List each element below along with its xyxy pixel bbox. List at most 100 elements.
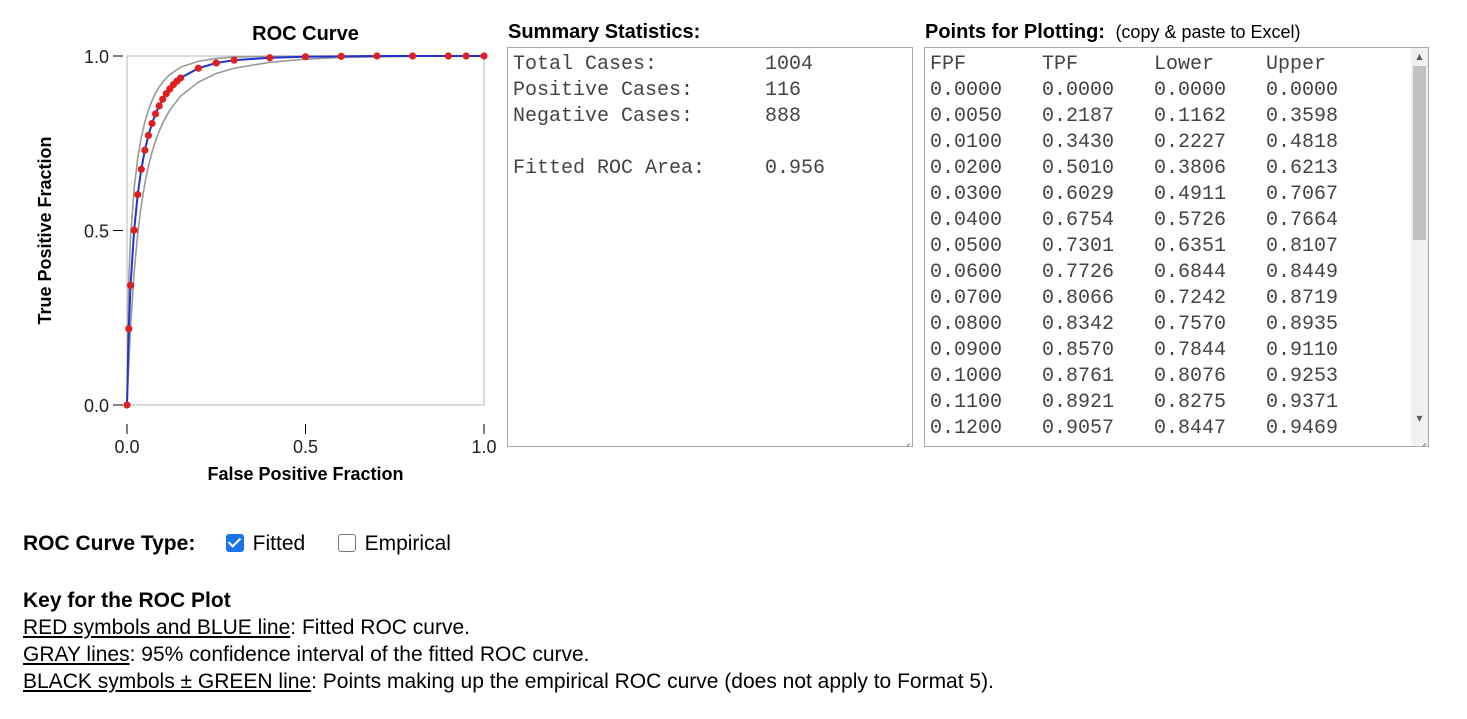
table-cell: 0.3430: [1042, 131, 1115, 154]
table-cell: 0.1200: [930, 417, 1003, 440]
fitted-label[interactable]: Fitted: [252, 532, 306, 555]
fitted-roc-point: [151, 110, 160, 118]
fitted-roc-point: [123, 401, 131, 409]
resize-grip-icon[interactable]: [1416, 434, 1426, 444]
chart-title: ROC Curve: [252, 23, 359, 45]
points-textarea[interactable]: FPF TPF Lower Upper 0.0000 0.0000 0.0000 0.0000…: [924, 47, 1429, 447]
table-cell: 0.8076: [1154, 365, 1227, 388]
table-cell: 0.1162: [1154, 105, 1227, 128]
resize-grip-icon[interactable]: [900, 434, 910, 444]
fitted-roc-line: [126, 55, 484, 406]
fitted-roc-point: [159, 95, 167, 103]
table-row: 0.0200 0.5010 0.3806 0.6213: [930, 156, 1423, 182]
table-cell: 0.9469: [1266, 417, 1339, 440]
table-row: 0.1000 0.8761 0.8076 0.9253: [930, 364, 1423, 390]
summary-line: Negative Cases: 888: [513, 105, 802, 128]
fitted-roc-point: [212, 59, 220, 67]
table-cell: 0.6029: [1042, 183, 1115, 206]
points-header-row: FPF TPF Lower Upper: [930, 52, 1423, 78]
table-cell: 0.0600: [930, 261, 1003, 284]
ci-upper-line: [126, 55, 484, 406]
fitted-roc-point: [266, 54, 274, 62]
empirical-label[interactable]: Empirical: [364, 532, 451, 555]
table-cell: 0.6844: [1154, 261, 1227, 284]
table-cell: 0.9253: [1266, 365, 1339, 388]
table-cell: 0.7726: [1042, 261, 1115, 284]
y-tick-label: 1.0: [84, 47, 109, 67]
summary-line: [513, 130, 907, 156]
table-cell: 0.0300: [930, 183, 1003, 206]
column-header: Lower: [1154, 53, 1215, 76]
table-cell: 0.6754: [1042, 209, 1115, 232]
table-cell: 0.8107: [1266, 235, 1339, 258]
scroll-down-icon[interactable]: ▼: [1416, 414, 1423, 423]
table-cell: 0.7664: [1266, 209, 1339, 232]
roc-chart-svg: ROC Curve 1.0 0.5 0.0 0.0 0.5 1.0 False Positiv…: [35, 23, 497, 484]
table-cell: 0.8447: [1154, 417, 1227, 440]
table-cell: 0.6351: [1154, 235, 1227, 258]
table-cell: 0.0000: [1042, 79, 1115, 102]
fitted-roc-point: [155, 102, 163, 110]
table-cell: 0.0900: [930, 339, 1003, 362]
table-cell: 0.0700: [930, 287, 1003, 310]
key-desc: : 95% confidence interval of the fitted …: [129, 643, 590, 666]
fitted-roc-point: [126, 281, 135, 289]
key-desc: : Points making up the empirical ROC cur…: [311, 670, 994, 693]
fitted-roc-point: [144, 131, 153, 139]
scroll-up-icon[interactable]: ▲: [1416, 52, 1423, 61]
table-cell: 0.2227: [1154, 131, 1227, 154]
table-cell: 0.7067: [1266, 183, 1339, 206]
table-cell: 0.3598: [1266, 105, 1339, 128]
plot-area: [126, 55, 485, 406]
key-term: GRAY lines: [23, 643, 130, 666]
fitted-roc-point: [301, 53, 310, 61]
y-axis-label: True Positive Fraction: [35, 136, 55, 324]
table-cell: 0.7242: [1154, 287, 1227, 310]
points-subheading: (copy & paste to Excel): [1115, 22, 1301, 42]
table-cell: 0.8275: [1154, 391, 1227, 414]
table-row: 0.0000 0.0000 0.0000 0.0000: [930, 78, 1423, 104]
table-row: 0.0300 0.6029 0.4911 0.7067: [930, 182, 1423, 208]
table-cell: 0.0400: [930, 209, 1003, 232]
fitted-roc-point: [125, 325, 133, 333]
table-cell: 0.7570: [1154, 313, 1227, 336]
curve-type-label: ROC Curve Type:: [23, 532, 196, 555]
summary-heading: Summary Statistics:: [508, 21, 701, 43]
points-heading: Points for Plotting:: [925, 21, 1105, 43]
table-cell: 0.0100: [930, 131, 1003, 154]
fitted-roc-point: [230, 56, 238, 64]
summary-textarea[interactable]: Total Cases: 1004 Positive Cases: 116 Nega…: [507, 47, 913, 447]
summary-line: Fitted ROC Area: 0.956: [513, 157, 826, 180]
table-row: 0.1200 0.9057 0.8447 0.9469: [930, 416, 1423, 442]
fitted-checkbox[interactable]: [226, 534, 245, 552]
table-cell: 0.1100: [930, 391, 1003, 414]
table-cell: 0.0050: [930, 105, 1003, 128]
column-header: TPF: [1042, 53, 1079, 76]
table-cell: 0.8342: [1042, 313, 1115, 336]
empirical-checkbox[interactable]: [338, 534, 357, 552]
table-cell: 0.9110: [1266, 339, 1339, 362]
points-scrollbar[interactable]: ▲ ▼: [1411, 48, 1428, 446]
table-cell: 0.7844: [1154, 339, 1227, 362]
curve-type-options: ROC Curve Type: Fitted Empirical: [23, 532, 451, 556]
fitted-roc-point: [409, 52, 417, 60]
column-header: Upper: [1266, 53, 1327, 76]
points-table: FPF TPF Lower Upper 0.0000 0.0000 0.0000 0.0000…: [930, 52, 1423, 442]
fitted-roc-point: [134, 190, 142, 199]
fitted-roc-point: [462, 52, 470, 60]
table-row: 0.0400 0.6754 0.5726 0.7664: [930, 208, 1423, 234]
fitted-roc-point: [337, 52, 345, 60]
y-tick-label: 0.0: [84, 396, 109, 416]
table-cell: 0.0200: [930, 157, 1003, 180]
table-row: 0.0500 0.7301 0.6351 0.8107: [930, 234, 1423, 260]
x-tick-label: 1.0: [471, 437, 496, 457]
points-header: Points for Plotting: (copy & paste to Ex…: [925, 21, 1301, 44]
table-cell: 0.2187: [1042, 105, 1115, 128]
table-cell: 0.4911: [1154, 183, 1227, 206]
table-cell: 0.8066: [1042, 287, 1115, 310]
fitted-roc-point: [373, 52, 381, 60]
scrollbar-thumb[interactable]: [1413, 66, 1426, 240]
roc-chart: ROC Curve 1.0 0.5 0.0 0.0 0.5 1.0 False Positiv…: [20, 18, 500, 498]
table-cell: 0.0000: [1266, 79, 1339, 102]
table-cell: 0.8719: [1266, 287, 1339, 310]
